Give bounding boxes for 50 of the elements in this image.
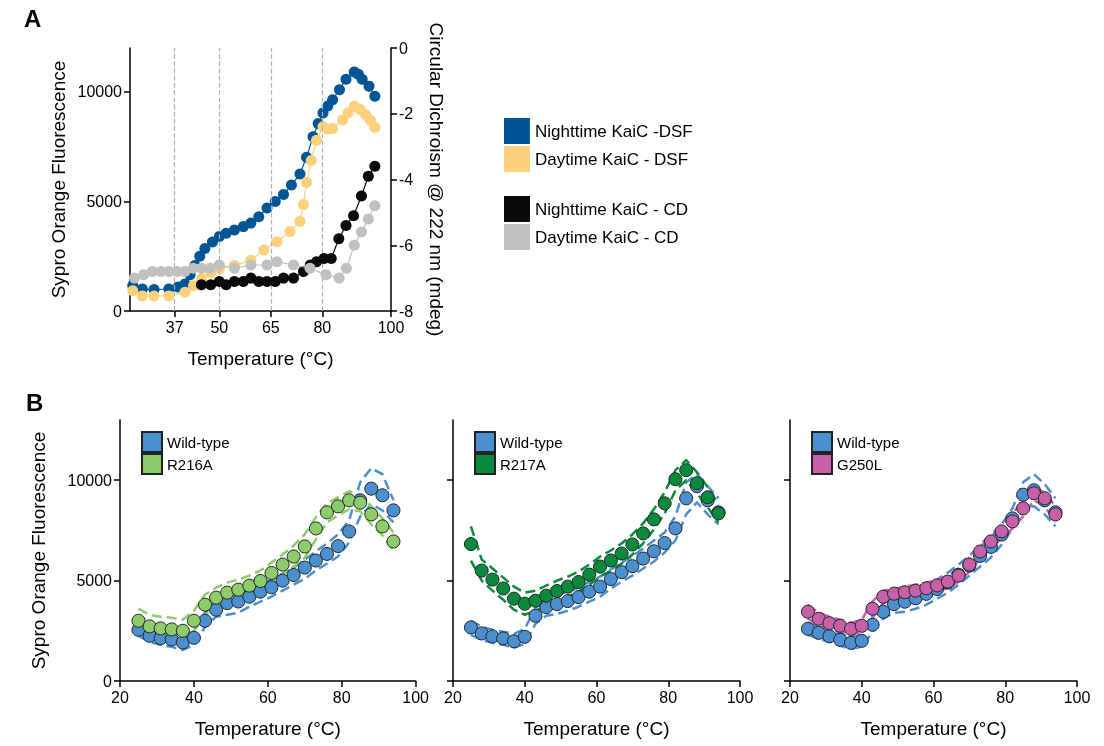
x-tick-label: 20	[444, 688, 462, 706]
x-tick-label: 100	[377, 318, 405, 336]
legend-label: Nighttime KaiC -DSF	[535, 121, 693, 141]
y-axis-title: Sypro Orange Fluorescence	[48, 60, 69, 299]
x-tick-label: 20	[111, 688, 129, 706]
x-tick-label: 37	[165, 318, 184, 336]
legend-label: Daytime KaiC - DSF	[535, 149, 689, 169]
legend-label: Daytime KaiC - CD	[535, 227, 679, 247]
x-tick-label: 60	[258, 688, 277, 706]
y-tick-label: 10000	[67, 471, 113, 489]
x-tick-label: 100	[1063, 688, 1091, 706]
legend-label: Nighttime KaiC - CD	[535, 199, 689, 219]
x-tick-label: 65	[261, 318, 280, 336]
x-tick-label: 60	[587, 688, 606, 706]
y-tick-label: 10000	[77, 83, 123, 101]
y-tick-label: 5000	[86, 192, 123, 210]
legend-label: G250L	[837, 455, 883, 473]
legend-label: R216A	[167, 455, 213, 473]
x-tick-label: 20	[781, 688, 799, 706]
x-tick-label: 40	[185, 688, 203, 706]
text: B	[26, 388, 44, 416]
y-tick-label: 5000	[76, 572, 113, 590]
y2-tick-label: -2	[399, 105, 414, 123]
legend-label: R217A	[500, 455, 546, 473]
legend-label: Wild-type	[500, 433, 563, 451]
x-tick-label: 40	[852, 688, 871, 706]
legend-label: Wild-type	[837, 433, 900, 451]
y2-tick-label: -6	[399, 236, 414, 254]
text: A	[24, 4, 42, 32]
x-tick-label: 80	[332, 688, 351, 706]
y2-axis-title: Circular Dichroism @ 222 nm (mdeg)	[426, 22, 447, 337]
y2-tick-label: 0	[399, 39, 408, 57]
x-axis-title: Temperature (°C)	[194, 718, 341, 739]
x-tick-label: 100	[402, 688, 430, 706]
y-tick-label: 0	[103, 672, 113, 690]
x-tick-label: 50	[210, 318, 229, 336]
x-tick-label: 80	[996, 688, 1015, 706]
x-tick-label: 80	[313, 318, 332, 336]
x-tick-label: 80	[659, 688, 678, 706]
x-tick-label: 100	[726, 688, 754, 706]
x-tick-label: 40	[515, 688, 534, 706]
x-axis-title: Temperature (°C)	[860, 718, 1007, 739]
y-axis-title: Sypro Orange Fluorescence	[28, 431, 49, 670]
y2-tick-label: -4	[399, 171, 414, 188]
x-tick-label: 60	[924, 688, 943, 706]
legend-label: Wild-type	[167, 433, 230, 451]
y2-tick-label: -8	[399, 302, 414, 320]
x-axis-title: Temperature (°C)	[523, 718, 670, 739]
y-tick-label: 0	[113, 302, 123, 320]
x-axis-title: Temperature (°C)	[187, 348, 334, 369]
